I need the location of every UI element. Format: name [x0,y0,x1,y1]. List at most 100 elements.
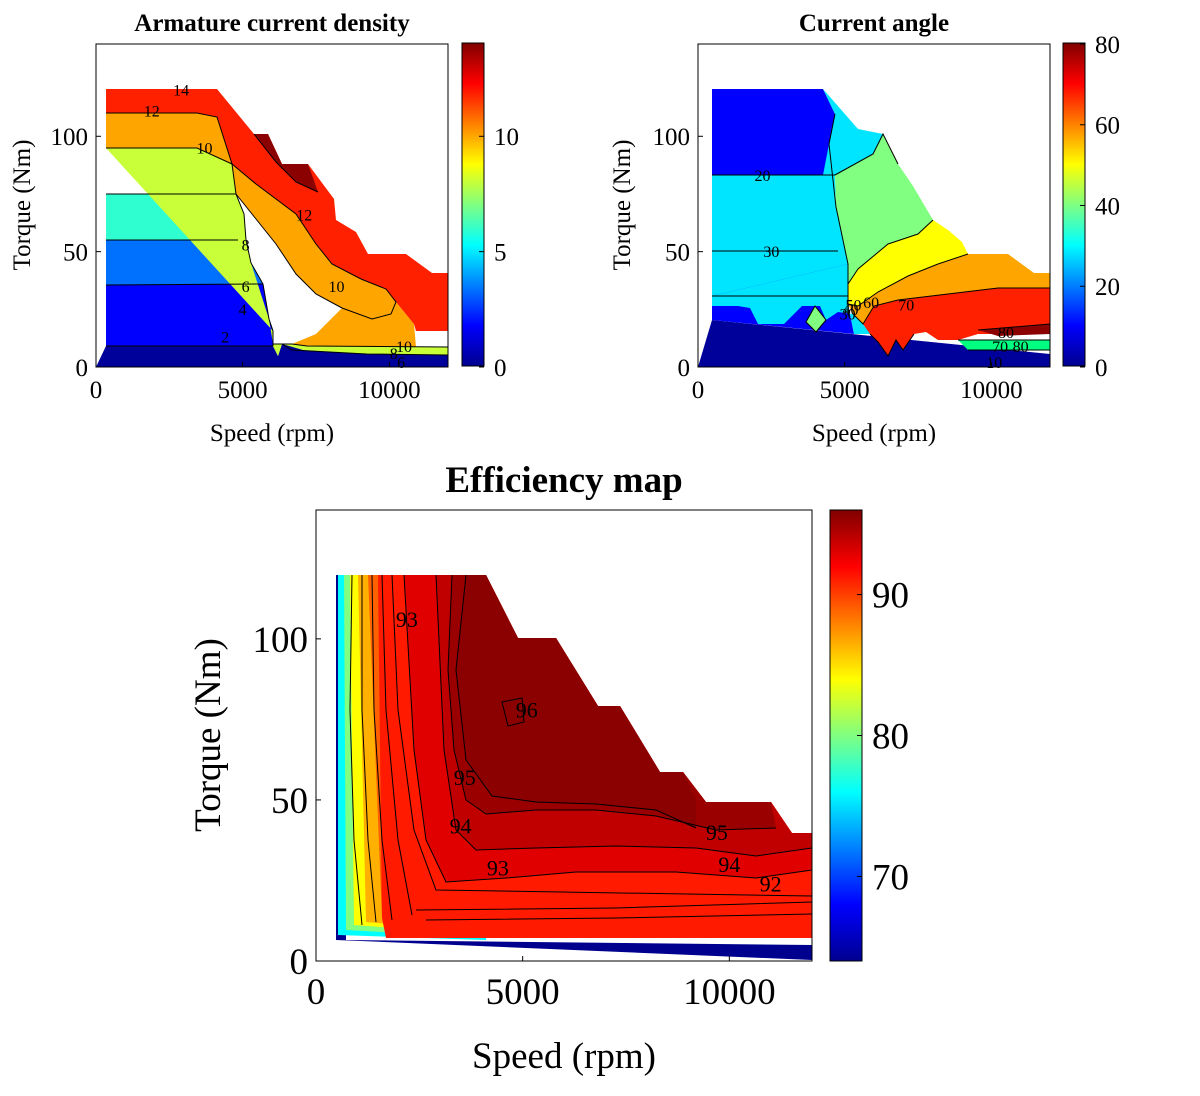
y-tick-label: 100 [253,620,309,661]
y-tick-label: 0 [76,355,89,382]
cd-x-ticks: 0 5000 10000 [90,362,421,404]
ca-x-ticks: 0 5000 10000 [692,362,1023,404]
cd-ylabel: Torque (Nm) [9,140,36,271]
current-angle-title: Current angle [799,10,949,37]
x-tick-label: 5000 [820,377,870,404]
y-tick-label: 0 [290,942,309,983]
colorbar-tick-label: 0 [494,355,507,382]
ca-band-50-60 [848,220,968,306]
x-tick-label: 5000 [218,377,268,404]
ca-axes-box [697,43,1051,368]
contour-label: 95 [706,820,728,845]
contour-label: 93 [487,855,509,880]
x-tick-label: 0 [692,377,705,404]
contour-label: 4 [239,302,247,319]
contour-label: 10 [197,140,213,157]
y-tick-label: 50 [63,239,88,266]
contour-label: 80 [1013,339,1029,356]
eff-band-96 [456,575,696,828]
y-tick-label: 50 [271,781,308,822]
ca-band-70-80 [863,288,1050,356]
eff-ylabel: Torque (Nm) [188,638,229,832]
x-tick-label: 5000 [486,972,560,1013]
current-density-chart: Armature current density [9,10,519,447]
cd-band-2-4 [106,284,273,346]
ca-colorbar [1062,42,1086,367]
contour-label: 10 [986,355,1002,372]
colorbar-tick-label: 80 [1095,32,1120,59]
contour-label: 60 [863,295,879,312]
ca-band-20-30 [712,175,848,296]
contour-label: 14 [173,83,189,100]
colorbar-tick-label: 10 [494,124,519,151]
cd-axes-box [95,43,449,368]
eff-colorbar-ticks: 70 80 90 [857,576,909,898]
ca-band-60-70 [848,254,1050,324]
colorbar-tick-label: 60 [1095,113,1120,140]
y-tick-label: 50 [665,239,690,266]
cd-band-12-14 [106,89,448,331]
contour-label: 92 [760,871,782,896]
cd-band-10-12 [106,113,232,164]
colorbar-tick-label: 0 [1095,355,1108,382]
ca-band-mix [958,340,1050,350]
efficiency-title: Efficiency map [445,460,682,501]
cd-isolines [105,112,449,356]
contour-label: 12 [144,104,160,121]
ca-band-20-30b [823,89,883,175]
current-density-title: Armature current density [134,10,410,37]
cd-colorbar [461,42,485,367]
y-tick-label: 100 [51,124,89,151]
ca-ylabel: Torque (Nm) [609,140,636,271]
contour-label: 94 [450,813,472,838]
eff-xlabel: Speed (rpm) [472,1036,656,1077]
contour-label: 10 [396,339,412,356]
ca-colorbar-ticks: 0 20 40 60 80 [1080,32,1120,382]
colorbar-tick-label: 40 [1095,193,1120,220]
x-tick-label: 10000 [683,972,776,1013]
contour-label: 96 [516,697,538,722]
contour-label: 40 [843,302,859,319]
contour-label: 30 [840,307,856,324]
cd-y-ticks: 0 50 100 [51,124,101,382]
cd-xlabel: Speed (rpm) [210,420,334,447]
efficiency-chart: Efficiency map [188,460,909,1077]
ca-band-0-10 [698,320,1050,367]
contour-label: 12 [296,207,312,224]
colorbar-tick-label: 90 [872,576,909,617]
contour-label: 10 [329,279,345,296]
contour-label: 80 [998,325,1014,342]
eff-isolines [349,574,813,926]
ca-band-30-40 [712,264,873,334]
contour-label: 6 [242,279,250,296]
cd-band-0-2 [96,344,448,367]
eff-labels: 93 96 95 94 95 94 93 92 [396,607,782,896]
contour-label: 20 [755,168,771,185]
contour-label: 6 [397,355,405,372]
eff-y-ticks: 0 50 100 [253,620,321,983]
contour-label: 8 [242,237,250,254]
cd-band-10-12c [292,302,416,347]
ca-xlabel: Speed (rpm) [812,420,936,447]
cd-band-peak [254,134,318,192]
contour-label: 95 [454,765,476,790]
x-tick-label: 0 [307,972,326,1013]
colorbar-tick-label: 70 [872,857,909,898]
contour-label: 50 [845,297,861,314]
eff-x-ticks: 0 5000 10000 [307,956,776,1013]
x-tick-label: 0 [90,377,103,404]
eff-axes-box [315,509,813,962]
cd-band-8-10 [106,148,448,356]
efficiency-plot: 93 96 95 94 95 94 93 92 [315,509,813,962]
contour-label: 8 [390,346,398,363]
contour-label: 2 [221,330,229,347]
cd-colorbar-ticks: 0 5 10 [479,124,519,382]
x-tick-label: 10000 [960,377,1023,404]
ca-isolines [712,113,1051,357]
colorbar-tick-label: 5 [494,239,507,266]
current-angle-chart: Current angle [609,10,1120,447]
